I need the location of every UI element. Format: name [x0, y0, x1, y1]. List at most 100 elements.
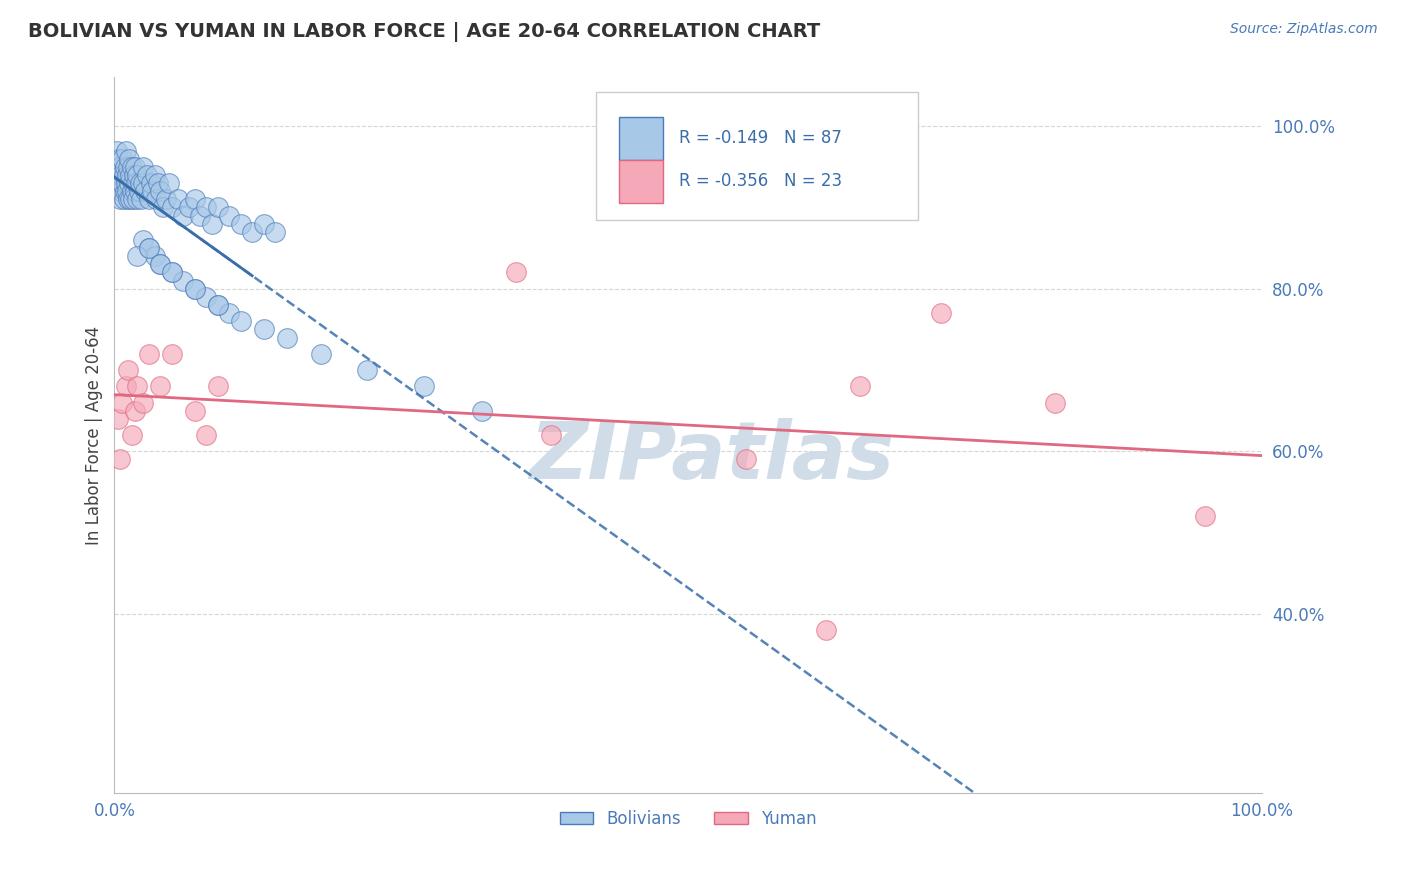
Point [229, 314, 252, 328]
Point [138, 241, 160, 255]
Point [115, 184, 138, 198]
Point [160, 265, 183, 279]
Y-axis label: In Labor Force | Age 20-64: In Labor Force | Age 20-64 [86, 326, 103, 545]
Point [201, 217, 224, 231]
Point [108, 160, 131, 174]
Point [195, 428, 218, 442]
Text: R = -0.356   N = 23: R = -0.356 N = 23 [679, 172, 842, 190]
Point [207, 298, 229, 312]
Point [929, 306, 952, 320]
Point [276, 330, 298, 344]
Point [143, 249, 166, 263]
Point [149, 257, 172, 271]
FancyBboxPatch shape [620, 160, 664, 202]
Point [184, 192, 207, 206]
Point [108, 192, 131, 206]
Point [114, 184, 136, 198]
Point [1194, 509, 1216, 524]
Legend: Bolivians, Yuman: Bolivians, Yuman [553, 803, 824, 834]
Point [124, 184, 146, 198]
Point [356, 363, 378, 377]
Point [207, 379, 229, 393]
Point [122, 168, 145, 182]
Point [149, 379, 172, 393]
Point [135, 168, 157, 182]
Point [128, 184, 150, 198]
Point [184, 282, 207, 296]
Point [849, 379, 872, 393]
Point [105, 144, 128, 158]
Point [264, 225, 287, 239]
Point [139, 176, 162, 190]
Point [184, 282, 207, 296]
Point [124, 403, 146, 417]
FancyBboxPatch shape [596, 92, 918, 220]
Point [107, 176, 129, 190]
Point [132, 160, 155, 174]
Point [172, 274, 194, 288]
Point [120, 192, 142, 206]
Point [121, 160, 143, 174]
Point [413, 379, 436, 393]
Point [734, 452, 756, 467]
FancyBboxPatch shape [620, 117, 664, 160]
Point [160, 347, 183, 361]
Point [115, 168, 138, 182]
Point [121, 192, 143, 206]
Point [141, 184, 163, 198]
Point [111, 152, 134, 166]
Point [117, 363, 139, 377]
Point [252, 217, 274, 231]
Point [118, 176, 141, 190]
Point [145, 192, 167, 206]
Point [115, 176, 138, 190]
Point [166, 192, 188, 206]
Point [540, 428, 562, 442]
Point [117, 192, 139, 206]
Point [159, 176, 181, 190]
Point [127, 249, 149, 263]
Point [471, 403, 494, 417]
Point [195, 201, 218, 215]
Point [112, 168, 135, 182]
Point [138, 347, 160, 361]
Point [132, 395, 155, 409]
Point [108, 452, 131, 467]
Point [207, 201, 229, 215]
Point [252, 322, 274, 336]
Point [309, 347, 332, 361]
Point [814, 623, 837, 637]
Point [138, 192, 160, 206]
Point [120, 168, 142, 182]
Point [505, 265, 527, 279]
Point [160, 265, 183, 279]
Point [132, 233, 155, 247]
Point [195, 290, 218, 304]
Point [124, 160, 146, 174]
Point [129, 192, 152, 206]
Point [218, 306, 240, 320]
Text: ZIPatlas: ZIPatlas [529, 417, 894, 495]
Point [110, 168, 132, 182]
Text: BOLIVIAN VS YUMAN IN LABOR FORCE | AGE 20-64 CORRELATION CHART: BOLIVIAN VS YUMAN IN LABOR FORCE | AGE 2… [28, 22, 820, 42]
Point [1045, 395, 1067, 409]
Text: Source: ZipAtlas.com: Source: ZipAtlas.com [1230, 22, 1378, 37]
Point [118, 152, 141, 166]
Point [207, 298, 229, 312]
Point [127, 379, 149, 393]
Point [111, 176, 134, 190]
Point [110, 184, 132, 198]
Point [172, 209, 194, 223]
Point [117, 160, 139, 174]
Point [143, 168, 166, 182]
Point [127, 192, 149, 206]
Point [218, 209, 240, 223]
Point [149, 257, 172, 271]
Point [149, 184, 172, 198]
Point [160, 201, 183, 215]
Point [229, 217, 252, 231]
Point [121, 176, 143, 190]
Point [190, 209, 212, 223]
Point [152, 201, 174, 215]
Point [107, 411, 129, 425]
